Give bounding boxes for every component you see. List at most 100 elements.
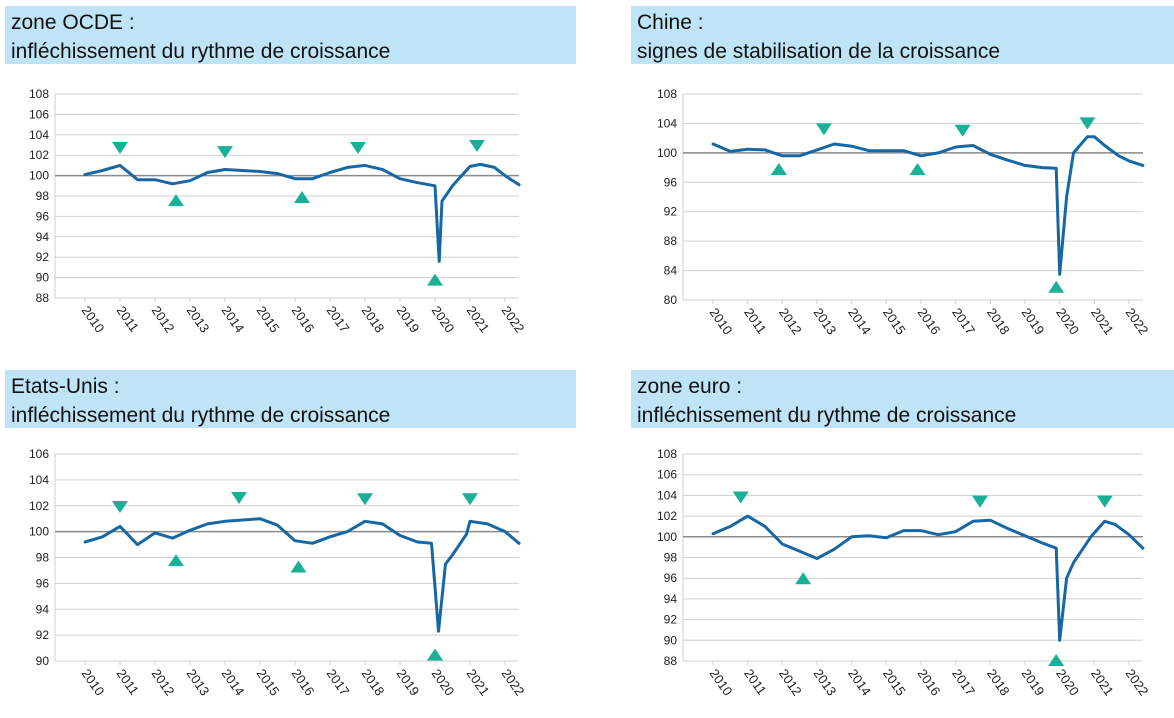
y-tick-label: 92 xyxy=(36,250,50,264)
x-tick-label: 2013 xyxy=(811,305,840,337)
x-tick-label: 2015 xyxy=(254,303,283,335)
x-tick-label: 2022 xyxy=(499,666,528,698)
y-tick-label: 96 xyxy=(664,175,678,189)
y-tick-label: 94 xyxy=(36,230,50,244)
x-tick-label: 2011 xyxy=(114,303,142,335)
x-tick-label: 2017 xyxy=(949,305,978,337)
trough-marker xyxy=(294,191,310,204)
y-tick-label: 104 xyxy=(657,116,677,130)
y-tick-label: 98 xyxy=(36,551,50,565)
series-line xyxy=(83,517,521,633)
x-tick-label: 2017 xyxy=(324,303,353,335)
y-tick-label: 104 xyxy=(657,488,677,502)
x-tick-label: 2016 xyxy=(915,666,944,698)
y-tick-label: 80 xyxy=(664,293,678,307)
panel-title-line1: Chine : xyxy=(637,11,704,34)
trough-marker xyxy=(795,572,812,585)
series-line xyxy=(711,135,1145,276)
series-line xyxy=(83,162,521,263)
x-tick-label: 2022 xyxy=(1123,305,1152,337)
x-tick-label: 2015 xyxy=(880,305,909,337)
x-tick-label: 2014 xyxy=(845,305,874,337)
panel-title-line2: infléchissement du rythme de croissance xyxy=(11,40,391,63)
trough-marker xyxy=(168,554,184,567)
x-tick-label: 2020 xyxy=(429,303,458,335)
y-tick-label: 88 xyxy=(664,654,678,668)
y-tick-label: 92 xyxy=(664,613,678,627)
x-tick-label: 2021 xyxy=(1088,305,1117,337)
peak-marker xyxy=(350,142,366,155)
y-tick-label: 94 xyxy=(664,592,678,606)
trough-marker xyxy=(168,194,184,207)
panel-title-line2: infléchissement du rythme de croissance xyxy=(11,404,391,427)
trough-marker xyxy=(427,648,443,661)
panel-title-line2: signes de stabilisation de la croissance xyxy=(637,40,1001,63)
x-tick-label: 2014 xyxy=(219,303,248,335)
x-tick-label: 2020 xyxy=(1053,666,1082,698)
x-tick-label: 2021 xyxy=(464,303,493,335)
panel-header: zone euro : infléchissement du rythme de… xyxy=(631,370,1174,428)
x-tick-label: 2010 xyxy=(79,666,108,698)
peak-marker xyxy=(954,124,971,137)
y-tick-label: 88 xyxy=(664,234,678,248)
peak-marker xyxy=(357,493,373,506)
peak-marker xyxy=(1096,495,1113,508)
x-tick-label: 2013 xyxy=(811,666,840,698)
x-tick-label: 2016 xyxy=(289,303,318,335)
y-tick-label: 106 xyxy=(657,468,677,482)
x-tick-label: 2021 xyxy=(464,666,493,698)
y-tick-label: 98 xyxy=(36,189,50,203)
trough-marker xyxy=(1048,280,1065,293)
y-tick-label: 102 xyxy=(29,148,49,162)
y-tick-label: 92 xyxy=(36,628,50,642)
chart-panel-zone-euro: zone euro : infléchissement du rythme de… xyxy=(631,370,1174,718)
x-tick-label: 2020 xyxy=(429,666,458,698)
y-tick-label: 100 xyxy=(657,530,677,544)
peak-marker xyxy=(462,493,478,506)
peak-marker xyxy=(112,142,128,155)
panel-title-line1: Etats-Unis : xyxy=(11,375,120,398)
y-tick-label: 94 xyxy=(36,602,50,616)
peak-marker xyxy=(112,501,128,514)
y-tick-label: 106 xyxy=(29,107,49,121)
panel-header: Chine : signes de stabilisation de la cr… xyxy=(631,6,1174,64)
x-tick-label: 2013 xyxy=(184,303,213,335)
x-tick-label: 2010 xyxy=(707,305,736,337)
x-tick-label: 2011 xyxy=(114,666,142,698)
trough-marker xyxy=(770,163,787,176)
trough-marker xyxy=(427,273,443,286)
y-tick-label: 90 xyxy=(36,654,50,668)
y-tick-label: 108 xyxy=(29,87,49,101)
x-tick-label: 2022 xyxy=(1123,666,1152,698)
panel-header: Etats-Unis : infléchissement du rythme d… xyxy=(5,370,576,428)
y-tick-label: 100 xyxy=(657,146,677,160)
panel-title-line1: zone euro : xyxy=(637,375,743,398)
x-tick-label: 2018 xyxy=(984,666,1013,698)
y-tick-label: 100 xyxy=(29,169,49,183)
y-tick-label: 108 xyxy=(657,87,677,101)
x-tick-label: 2017 xyxy=(949,666,978,698)
y-tick-label: 104 xyxy=(29,128,49,142)
x-tick-label: 2019 xyxy=(1019,666,1048,698)
peak-marker xyxy=(815,123,832,136)
peak-marker xyxy=(217,146,233,159)
y-tick-label: 92 xyxy=(664,205,678,219)
chart-panel-chine: Chine : signes de stabilisation de la cr… xyxy=(631,6,1174,360)
peak-marker xyxy=(1079,117,1096,130)
y-tick-label: 88 xyxy=(36,291,50,305)
peak-marker xyxy=(231,491,247,504)
x-tick-label: 2021 xyxy=(1088,666,1117,698)
y-tick-label: 96 xyxy=(36,209,50,223)
y-tick-label: 96 xyxy=(36,576,50,590)
x-tick-label: 2014 xyxy=(845,666,874,698)
y-tick-label: 104 xyxy=(29,473,49,487)
panel-title-line2: infléchissement du rythme de croissance xyxy=(637,404,1017,427)
x-tick-label: 2013 xyxy=(184,666,213,698)
y-tick-label: 84 xyxy=(664,264,678,278)
y-tick-label: 106 xyxy=(29,447,49,461)
x-tick-label: 2019 xyxy=(394,303,423,335)
y-tick-label: 108 xyxy=(657,447,677,461)
